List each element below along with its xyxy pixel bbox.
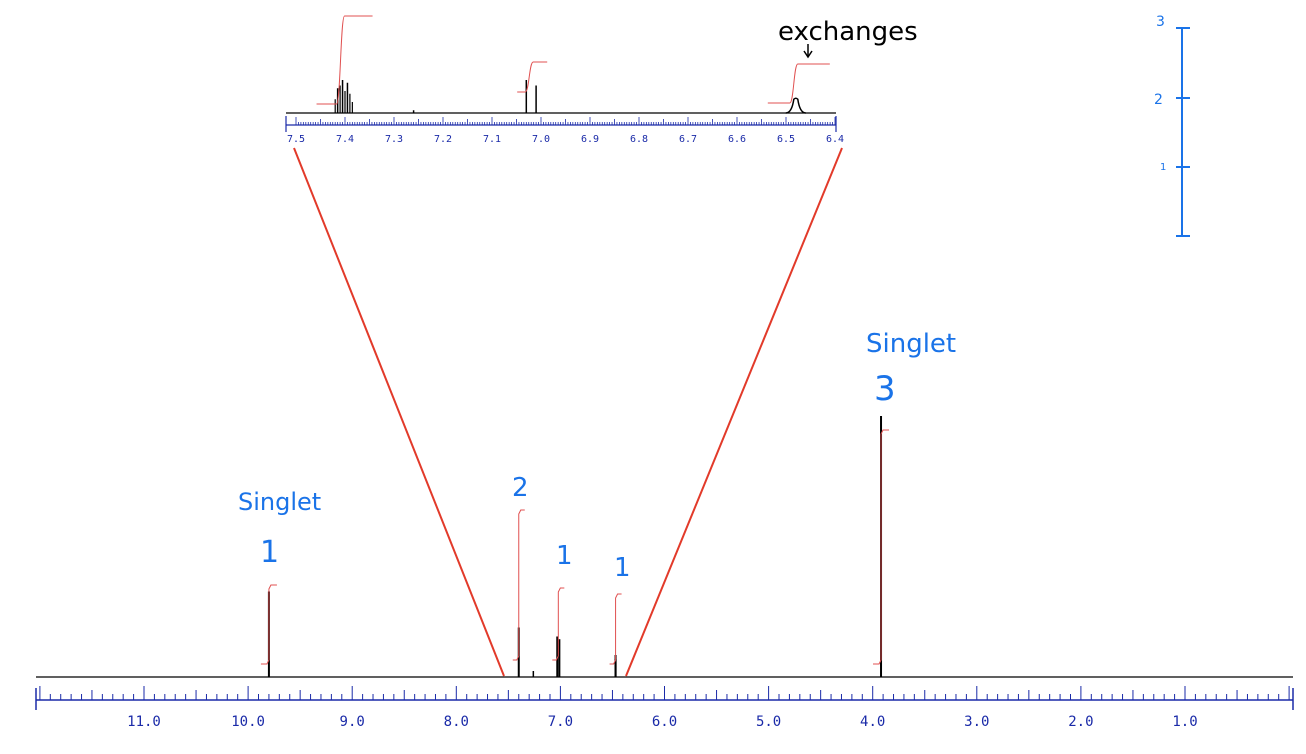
- zoom-line-left: [293, 147, 505, 677]
- inset-tick-label: 6.8: [630, 134, 648, 145]
- scale-bar-label: 3: [1156, 14, 1165, 30]
- integral-curve: [512, 509, 525, 661]
- inset-integral-curve: [767, 63, 830, 104]
- inset-tick-label: 7.5: [287, 134, 305, 145]
- axis-tick-label: 9.0: [340, 714, 365, 730]
- inset-tick-label: 7.3: [385, 134, 403, 145]
- exchanges-annotation: exchanges: [778, 17, 918, 47]
- axis-tick-label: 3.0: [964, 714, 989, 730]
- inset-integral-curve: [316, 15, 373, 105]
- axis-tick-label: 10.0: [231, 714, 265, 730]
- inset-axis: 7.5 7.4 7.3 7.2 7.1 7.0 6.9 6.8 6.7 6.6 6.5 6.4: [285, 116, 844, 145]
- integral-curve: [260, 584, 277, 665]
- integral-curve: [609, 593, 622, 665]
- main-integrals: [260, 429, 890, 665]
- axis-tick-label: 2.0: [1068, 714, 1093, 730]
- axis-tick-label: 7.0: [548, 714, 573, 730]
- integration-label-7-03: 1: [556, 541, 573, 571]
- integral-curve: [552, 587, 565, 661]
- axis-tick-label: 4.0: [860, 714, 885, 730]
- inset-tick-label: 7.0: [532, 134, 550, 145]
- multiplicity-label-3-92: Singlet: [866, 329, 956, 359]
- multiplicity-label-9-8: Singlet: [238, 488, 321, 516]
- axis-tick-label: 11.0: [127, 714, 161, 730]
- inset-tick-label: 6.4: [826, 134, 844, 145]
- integral-curve: [873, 429, 890, 665]
- scale-bar-label: 2: [1154, 92, 1163, 108]
- axis-tick-label: 1.0: [1172, 714, 1197, 730]
- axis-tick-label: 8.0: [444, 714, 469, 730]
- inset-tick-label: 6.6: [728, 134, 746, 145]
- integration-label-3-92: 3: [874, 369, 896, 409]
- inset-tick-label: 6.7: [679, 134, 697, 145]
- inset-tick-label: 6.9: [581, 134, 599, 145]
- axis-tick-label: 6.0: [652, 714, 677, 730]
- exchanges-arrow: [803, 44, 813, 59]
- integration-label-7-40: 2: [512, 473, 529, 503]
- inset-tick-label: 7.1: [483, 134, 501, 145]
- integration-scale-bar: 3 2 1: [1154, 14, 1190, 237]
- integration-label-9-8: 1: [260, 535, 279, 570]
- inset-tick-label: 6.5: [777, 134, 795, 145]
- main-spectrum: [36, 416, 1293, 678]
- main-axis: 11.0 10.0 9.0 8.0 7.0 6.0 5.0 4.0 3.0 2.0 1.0: [35, 686, 1294, 730]
- zoom-lines: [293, 147, 843, 677]
- integration-label-6-47: 1: [614, 553, 631, 583]
- inset-spectrum: [286, 80, 836, 114]
- inset-integral-curve: [517, 61, 548, 93]
- inset-tick-label: 7.4: [336, 134, 354, 145]
- inset-peak: [785, 97, 806, 114]
- inset-tick-label: 7.2: [434, 134, 452, 145]
- zoom-line-right: [625, 147, 843, 677]
- inset-integrals: [316, 15, 830, 105]
- scale-bar-label: 1: [1160, 162, 1166, 173]
- axis-tick-label: 5.0: [756, 714, 781, 730]
